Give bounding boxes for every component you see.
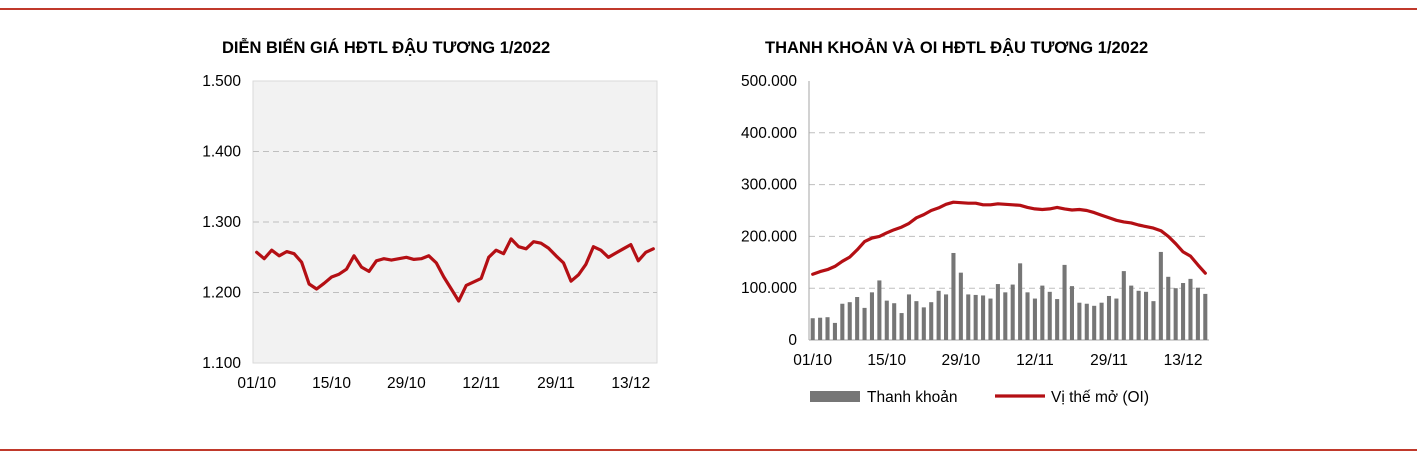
price-chart: 1.100 1.200 1.300 1.400 1.500 01/10 15/10 29/10… xyxy=(202,73,658,392)
x-tick-label: 29/10 xyxy=(387,375,426,392)
volume-bar xyxy=(1062,264,1067,340)
volume-bar xyxy=(1188,278,1193,340)
volume-bar xyxy=(1158,251,1163,340)
volume-bar xyxy=(958,272,963,340)
y-tick-label: 1.400 xyxy=(202,144,241,161)
volume-bar xyxy=(877,280,882,340)
x-tick-label: 29/11 xyxy=(1090,352,1128,369)
volume-bar xyxy=(810,318,815,340)
x-tick-label: 15/10 xyxy=(867,352,906,369)
x-tick-label: 01/10 xyxy=(237,375,276,392)
volume-bar xyxy=(1181,283,1186,340)
volume-bar xyxy=(1106,295,1112,340)
volume-bar xyxy=(1018,263,1023,340)
x-tick-label: 29/11 xyxy=(537,375,575,392)
right-chart-title: THANH KHOẢN VÀ OI HĐTL ĐẬU TƯƠNG 1/2022 xyxy=(765,39,1149,57)
left-chart-title: DIỄN BIẾN GIÁ HĐTL ĐẬU TƯƠNG 1/2022 xyxy=(222,39,551,57)
volume-bar xyxy=(1114,298,1119,340)
volume-bar xyxy=(1025,292,1030,340)
legend: Thanh khoản Vị thế mở (OI) xyxy=(810,389,1149,406)
volume-bar xyxy=(951,252,956,340)
x-tick-label: 29/10 xyxy=(941,352,980,369)
top-divider xyxy=(0,8,1417,10)
legend-label-bar: Thanh khoản xyxy=(867,389,958,406)
volume-bar xyxy=(818,317,823,340)
volume-bar xyxy=(1077,302,1082,340)
y-tick-label: 300.000 xyxy=(741,177,797,194)
y-tick-label: 1.200 xyxy=(202,285,241,302)
volume-bar xyxy=(1203,293,1208,340)
legend-label-line: Vị thế mở (OI) xyxy=(1051,389,1149,406)
y-tick-label: 100.000 xyxy=(741,280,797,297)
volume-bar xyxy=(884,300,889,340)
volume-bar xyxy=(869,292,874,340)
volume-bar xyxy=(1010,284,1015,340)
volume-bar xyxy=(966,294,971,340)
volume-bar xyxy=(1047,291,1052,340)
volume-bar xyxy=(855,297,860,340)
x-tick-label: 01/10 xyxy=(793,352,832,369)
y-tick-label: 1.100 xyxy=(202,355,241,372)
x-tick-label: 13/12 xyxy=(1164,352,1203,369)
volume-bar xyxy=(825,317,830,340)
x-tick-label: 12/11 xyxy=(462,375,500,392)
volume-bar xyxy=(1084,303,1089,340)
x-tick-label: 15/10 xyxy=(312,375,351,392)
volume-bar xyxy=(906,294,912,340)
volume-bar xyxy=(1129,285,1134,340)
volume-bar xyxy=(944,294,949,340)
oi-line xyxy=(811,200,1207,276)
volume-bar xyxy=(1166,276,1171,340)
volume-bar xyxy=(1032,298,1037,340)
x-tick-label: 12/11 xyxy=(1016,352,1054,369)
volume-bar xyxy=(1121,271,1126,340)
volume-bar xyxy=(840,303,845,340)
price-line xyxy=(255,237,655,303)
volume-bar xyxy=(921,307,926,340)
y-tick-label: 400.000 xyxy=(741,125,797,142)
volume-bar xyxy=(936,290,941,340)
volume-bar xyxy=(914,301,919,340)
volume-bar xyxy=(1092,305,1097,340)
volume-bar xyxy=(988,298,993,340)
volume-bar xyxy=(981,295,986,340)
volume-bar xyxy=(1055,299,1060,340)
volume-bar xyxy=(862,307,867,340)
volume-bar xyxy=(1151,301,1156,340)
y-tick-label: 500.000 xyxy=(741,73,797,90)
volume-bar xyxy=(1003,292,1008,340)
volume-bar xyxy=(899,313,904,340)
volume-bar xyxy=(995,284,1000,340)
volume-bar xyxy=(1195,287,1200,340)
volume-bar xyxy=(1144,291,1149,340)
y-tick-label: 0 xyxy=(788,332,797,349)
volume-bar xyxy=(1040,285,1045,340)
bottom-divider xyxy=(0,449,1417,451)
y-tick-label: 200.000 xyxy=(741,228,797,245)
volume-bar xyxy=(1173,288,1178,340)
volume-bar xyxy=(929,302,934,340)
volume-bar xyxy=(892,303,897,340)
volume-bar xyxy=(1099,302,1104,340)
x-tick-label: 13/12 xyxy=(611,375,650,392)
y-tick-label: 1.300 xyxy=(202,214,241,231)
volume-bar xyxy=(973,294,978,340)
volume-bar xyxy=(1136,290,1141,340)
volume-bar xyxy=(847,302,852,340)
volume-bar xyxy=(832,322,837,340)
liquidity-oi-chart: 0 100.000 200.000 300.000 400.000 500.000 01/1… xyxy=(741,73,1209,369)
legend-swatch-bar xyxy=(810,391,860,402)
y-tick-label: 1.500 xyxy=(202,73,241,90)
volume-bar xyxy=(1069,286,1074,340)
